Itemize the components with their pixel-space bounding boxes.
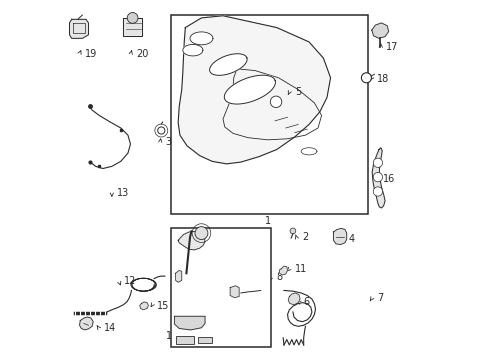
Text: 12: 12	[124, 276, 137, 286]
Polygon shape	[178, 16, 330, 164]
Text: 13: 13	[117, 188, 129, 198]
Text: 7: 7	[376, 293, 383, 303]
Bar	[176, 336, 193, 344]
Text: 17: 17	[386, 42, 398, 51]
Text: 16: 16	[382, 174, 394, 184]
Polygon shape	[209, 54, 246, 75]
Circle shape	[158, 127, 164, 134]
Polygon shape	[178, 231, 204, 250]
Text: 9: 9	[255, 237, 261, 247]
Polygon shape	[190, 32, 212, 45]
Text: 10: 10	[165, 331, 178, 341]
Text: 8: 8	[276, 272, 283, 282]
Polygon shape	[175, 270, 182, 282]
Text: 14: 14	[104, 323, 116, 333]
Circle shape	[289, 228, 295, 234]
Text: 4: 4	[348, 234, 354, 244]
Polygon shape	[287, 293, 300, 305]
Text: 2: 2	[301, 232, 307, 242]
Polygon shape	[80, 317, 93, 330]
Text: 18: 18	[376, 74, 388, 84]
Polygon shape	[371, 148, 384, 208]
Polygon shape	[123, 18, 142, 36]
Bar	[171, 15, 367, 214]
Circle shape	[372, 158, 382, 167]
Polygon shape	[224, 75, 275, 104]
Polygon shape	[301, 148, 316, 155]
Text: 6: 6	[303, 297, 309, 307]
Polygon shape	[230, 286, 239, 298]
Circle shape	[361, 73, 371, 83]
Polygon shape	[333, 228, 346, 244]
Circle shape	[372, 172, 382, 182]
Circle shape	[127, 13, 138, 23]
Text: 1: 1	[264, 216, 270, 226]
Polygon shape	[174, 316, 204, 330]
Polygon shape	[69, 19, 88, 39]
Circle shape	[372, 187, 382, 196]
Polygon shape	[279, 266, 287, 275]
Text: 15: 15	[156, 301, 169, 311]
Text: 5: 5	[294, 87, 300, 97]
Polygon shape	[183, 44, 203, 56]
Text: 11: 11	[294, 264, 306, 274]
Text: 3: 3	[165, 138, 171, 147]
Bar	[171, 228, 271, 347]
Circle shape	[195, 226, 207, 239]
Bar	[198, 337, 212, 343]
Text: 20: 20	[136, 49, 148, 59]
Circle shape	[270, 96, 281, 108]
Polygon shape	[371, 23, 388, 39]
Polygon shape	[140, 302, 148, 310]
Text: 19: 19	[85, 49, 97, 59]
